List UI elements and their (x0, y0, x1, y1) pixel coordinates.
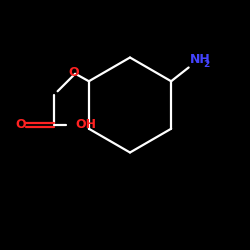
Text: OH: OH (75, 118, 96, 132)
Text: NH: NH (190, 53, 211, 66)
Text: O: O (16, 118, 26, 132)
Text: O: O (68, 66, 79, 79)
Text: 2: 2 (203, 60, 209, 69)
